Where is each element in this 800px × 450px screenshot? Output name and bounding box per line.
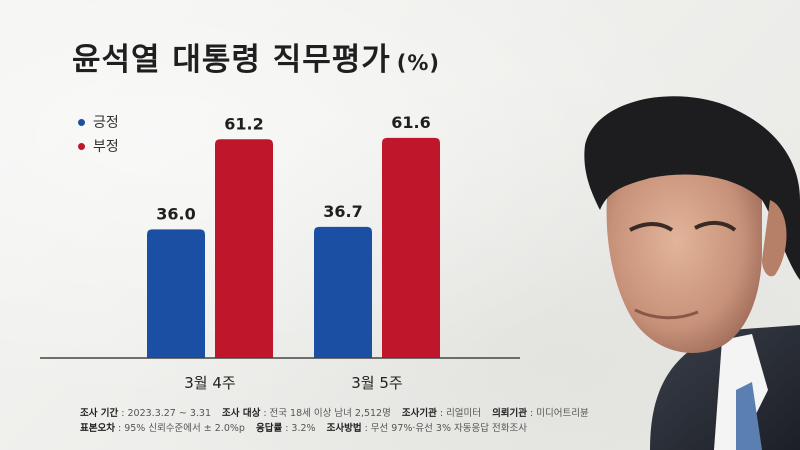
x-tick-label: 3월 4주 [184, 374, 235, 392]
legend-label-negative: 부정 [93, 139, 119, 155]
data-label: 36.0 [156, 204, 195, 223]
legend-label-positive: 긍정 [93, 115, 119, 131]
bar-positive [314, 226, 372, 358]
footnote-label: 조사 대상 [222, 408, 261, 419]
footnote-value: : 무선 97%·유선 3% 자동응답 전화조사 [364, 423, 527, 434]
legend-dot-negative [78, 142, 85, 150]
title-unit: (%) [396, 51, 441, 75]
footnote-label: 응답률 [255, 423, 283, 434]
legend-item-positive: 긍정 [78, 110, 119, 134]
footnote-label: 표본오차 [80, 423, 115, 434]
footnote-value: : 전국 18세 이상 남녀 2,512명 [263, 408, 391, 419]
bar-positive [147, 229, 205, 358]
data-label: 61.6 [391, 113, 430, 132]
footnote-value: : 미디어트리뷴 [530, 408, 589, 419]
footnote-label: 조사 기간 [80, 408, 119, 419]
bar-negative [215, 139, 273, 358]
footnote-label: 조사기관 [401, 408, 437, 419]
title-text: 윤석열 대통령 직무평가 [72, 42, 391, 78]
footnote-value: : 리얼미터 [439, 408, 482, 419]
footnote-label: 조사방법 [326, 423, 362, 434]
bar-chart: 36.0 61.2 3월 4주 36.7 61.6 3월 5주 [40, 113, 520, 392]
footnote-line-2: 표본오차: 95% 신뢰수준에서 ± 2.0%p 응답률: 3.2% 조사방법:… [80, 421, 589, 436]
bar-negative [382, 137, 440, 358]
legend-item-negative: 부정 [78, 134, 119, 158]
footnote-value: : 95% 신뢰수준에서 ± 2.0%p [117, 423, 245, 434]
data-label: 61.2 [224, 114, 263, 133]
footnote-value: : 2023.3.27 ~ 3.31 [121, 408, 212, 419]
chart-title: 윤석열 대통령 직무평가 (%) [72, 34, 440, 79]
footnote-value: : 3.2% [285, 423, 316, 434]
legend: 긍정 부정 [78, 110, 119, 158]
data-label: 36.7 [323, 202, 362, 221]
portrait-image [584, 96, 800, 450]
footnote-line-1: 조사 기간: 2023.3.27 ~ 3.31 조사 대상: 전국 18세 이상… [80, 406, 589, 421]
legend-dot-positive [78, 118, 85, 126]
x-tick-label: 3월 5주 [351, 374, 402, 392]
survey-footnote: 조사 기간: 2023.3.27 ~ 3.31 조사 대상: 전국 18세 이상… [80, 406, 589, 436]
footnote-label: 의뢰기관 [492, 408, 528, 419]
